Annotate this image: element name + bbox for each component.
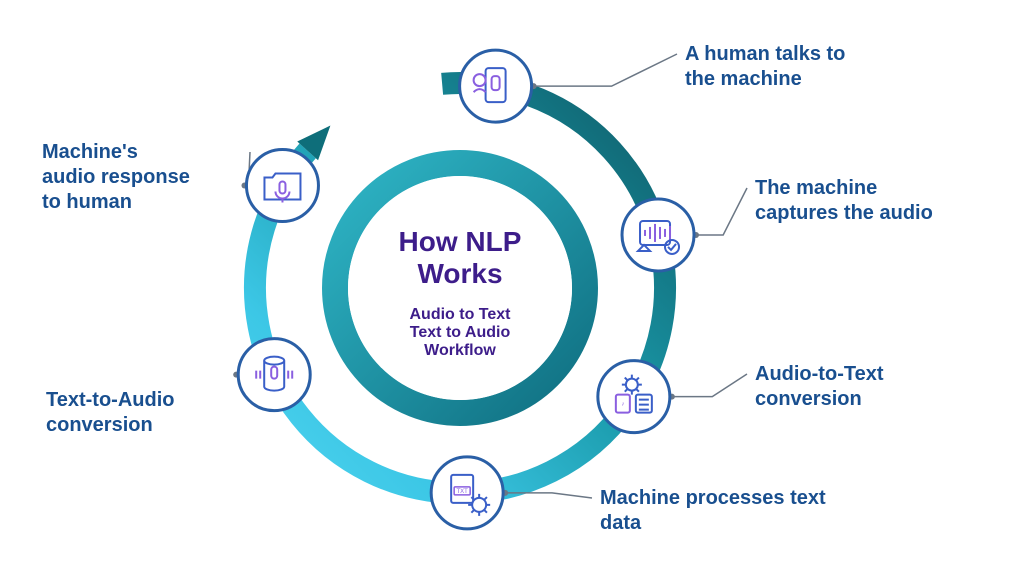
step-icon-text-to-audio bbox=[238, 339, 310, 411]
step-icon-human-talks bbox=[460, 50, 532, 122]
step-label-capture-audio: The machinecaptures the audio bbox=[755, 176, 1015, 226]
step-label-human-talks: A human talks tothe machine bbox=[685, 42, 945, 92]
svg-text:♪: ♪ bbox=[621, 402, 624, 408]
step-label-audio-to-text: Audio-to-Textconversion bbox=[755, 362, 1015, 412]
svg-text:TXT: TXT bbox=[456, 489, 468, 495]
step-label-audio-response: Machine'saudio responseto human bbox=[42, 140, 242, 215]
diagram-stage: ♪ TXT How NLP Works Audio to TextText to … bbox=[0, 0, 1024, 576]
step-label-text-to-audio: Text-to-Audioconversion bbox=[46, 388, 246, 438]
step-icon-audio-to-text: ♪ bbox=[598, 361, 670, 433]
step-icon-process-text: TXT bbox=[431, 457, 503, 529]
step-icon-capture-audio bbox=[622, 199, 694, 271]
center-title: How NLP Works bbox=[360, 226, 560, 290]
step-label-process-text: Machine processes textdata bbox=[600, 486, 920, 536]
step-icon-audio-response bbox=[246, 150, 318, 222]
center-subtitle: Audio to TextText to AudioWorkflow bbox=[370, 306, 550, 360]
